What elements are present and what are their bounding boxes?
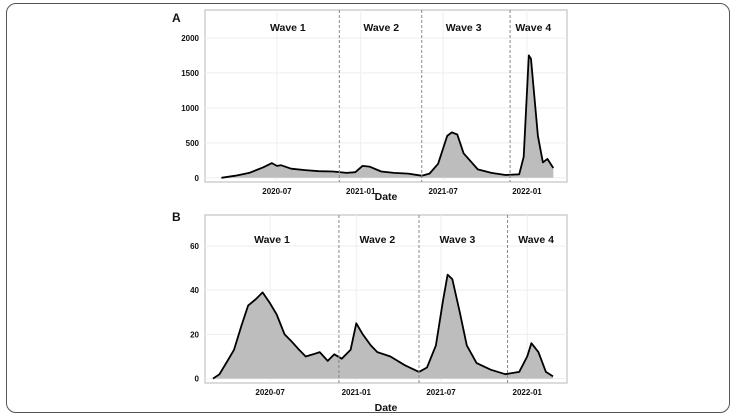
wave-label: Wave 4 (515, 22, 551, 34)
y-tick-label: 1500 (181, 69, 199, 78)
y-tick-label: 500 (186, 139, 200, 148)
y-tick-label: 0 (195, 174, 200, 183)
x-axis-title: Date (375, 402, 398, 414)
x-tick-label: 2021-01 (342, 388, 372, 397)
y-tick-label: 60 (190, 242, 199, 251)
line-series (221, 54, 555, 179)
panel-label: A (172, 11, 181, 25)
panel-A: 0 500 1000 1500 2000 2020-07 2021-01 2021-07 202… (172, 9, 568, 203)
wave-label: Wave 1 (270, 22, 306, 34)
y-tick-label: 40 (190, 286, 199, 295)
y-tick-label: 1000 (181, 104, 199, 113)
plot-area (204, 9, 568, 183)
y-tick-label: 20 (190, 330, 199, 339)
line-series (212, 273, 554, 380)
area-series (212, 274, 554, 379)
x-tick-label: 2020-07 (262, 187, 292, 196)
x-tick-label: 2021-07 (426, 388, 456, 397)
panel-label: B (172, 210, 181, 224)
panel-B: 0 20 40 60 2020-07 2021-01 2021-07 2022-01 Wave … (172, 210, 568, 414)
x-tick-label: 2021-07 (428, 187, 458, 196)
x-axis-title: Date (375, 191, 398, 203)
wave-label: Wave 4 (518, 234, 554, 246)
wave-label: Wave 3 (446, 22, 482, 34)
x-tick-label: 2022-01 (513, 388, 543, 397)
wave-label: Wave 2 (359, 234, 395, 246)
y-tick-label: 0 (195, 375, 200, 384)
wave-label: Wave 2 (363, 22, 399, 34)
x-tick-label: 2021-01 (346, 187, 376, 196)
y-tick-label: 2000 (181, 34, 199, 43)
wave-label: Wave 3 (440, 234, 476, 246)
x-tick-label: 2020-07 (255, 388, 285, 397)
x-tick-label: 2022-01 (512, 187, 542, 196)
figure-frame (6, 3, 730, 413)
wave-label: Wave 1 (254, 234, 290, 246)
